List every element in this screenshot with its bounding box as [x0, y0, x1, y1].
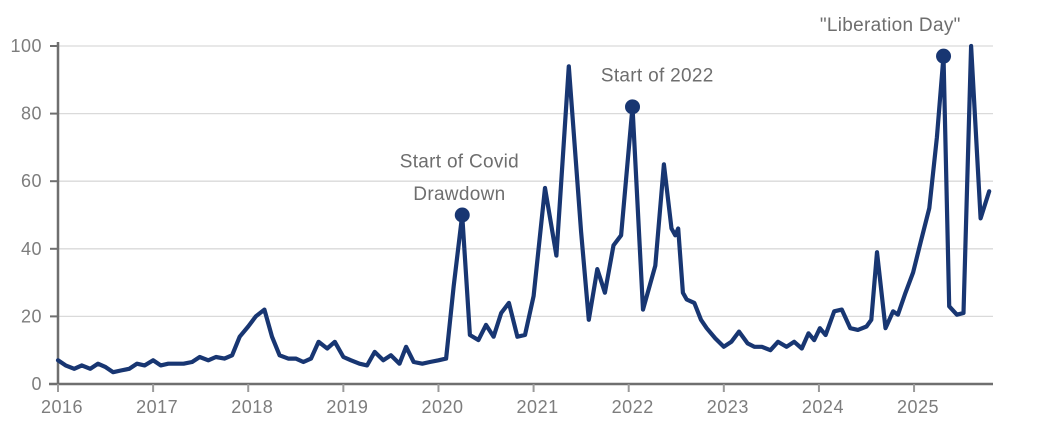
- annotation-dot-start-of-2022: [625, 99, 641, 115]
- series-line-trend-index: [55, 43, 992, 375]
- x-tick-label-2025: 2025: [897, 397, 939, 417]
- x-tick-label-2022: 2022: [612, 397, 654, 417]
- x-tick-label-2021: 2021: [517, 397, 559, 417]
- x-tick-label-2023: 2023: [707, 397, 749, 417]
- annotation-label-covid-drawdown-line2: Drawdown: [413, 184, 505, 205]
- x-tick-label-2016: 2016: [41, 397, 83, 417]
- x-tick-label-2018: 2018: [231, 397, 273, 417]
- y-tick-label-20: 20: [21, 306, 42, 326]
- y-tick-label-40: 40: [21, 239, 42, 259]
- annotation-label-liberation-day-line1: "Liberation Day": [820, 15, 961, 36]
- y-tick-label-0: 0: [31, 374, 42, 394]
- y-tick-label-60: 60: [21, 171, 42, 191]
- x-tick-label-2017: 2017: [136, 397, 178, 417]
- annotation-label-covid-drawdown-line1: Start of Covid: [400, 152, 519, 173]
- annotation-dot-liberation-day: [936, 48, 952, 64]
- annotation-label-start-of-2022-line1: Start of 2022: [601, 65, 714, 86]
- x-tick-label-2019: 2019: [326, 397, 368, 417]
- annotation-dot-covid-drawdown: [454, 207, 470, 223]
- x-tick-label-2024: 2024: [802, 397, 844, 417]
- y-tick-label-80: 80: [21, 104, 42, 124]
- y-tick-label-100: 100: [10, 36, 42, 56]
- x-tick-label-2020: 2020: [421, 397, 463, 417]
